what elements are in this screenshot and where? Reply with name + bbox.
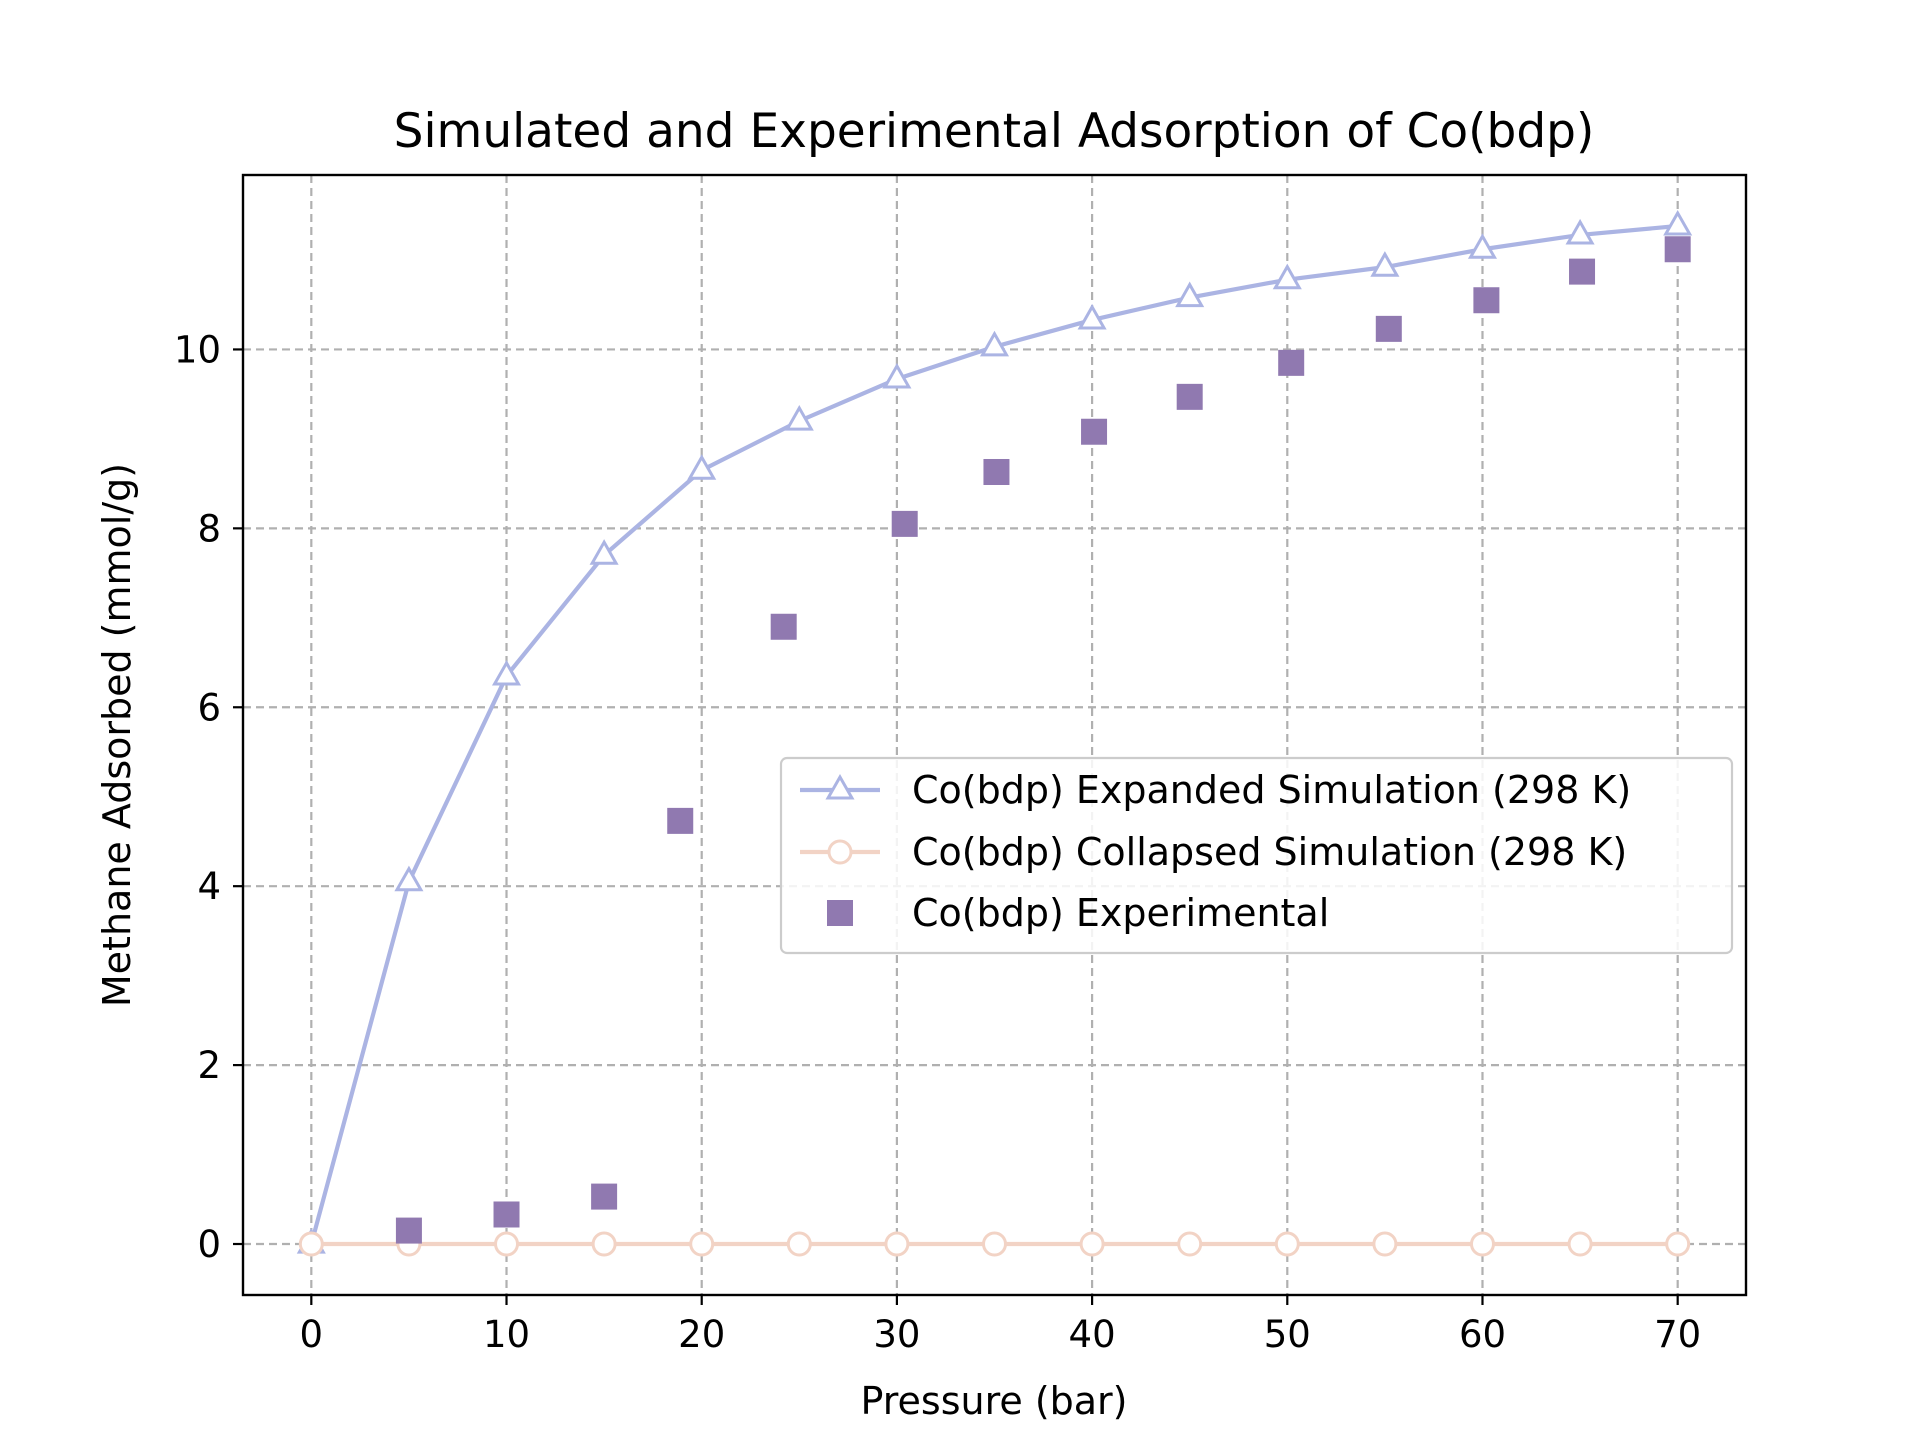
y-tick-label: 8 xyxy=(197,507,221,550)
x-tick-label: 10 xyxy=(483,1313,530,1356)
data-point-expanded xyxy=(394,865,424,892)
x-tick-label: 70 xyxy=(1654,1313,1701,1356)
data-point-expanded xyxy=(1370,251,1400,277)
y-axis-label: Methane Adsorbed (mmol/g) xyxy=(95,463,139,1007)
x-tick-label: 30 xyxy=(873,1313,920,1356)
chart-title: Simulated and Experimental Adsorption of… xyxy=(394,104,1595,159)
data-point-experimental xyxy=(983,458,1010,485)
data-point-collapsed xyxy=(591,1231,617,1257)
legend-marker-experimental xyxy=(827,900,853,926)
data-point-expanded xyxy=(1663,209,1693,236)
data-point-collapsed xyxy=(1274,1231,1300,1257)
data-point-expanded xyxy=(1175,281,1205,308)
series-collapsed xyxy=(298,1231,1691,1257)
data-point-experimental xyxy=(667,807,694,834)
axis-ticks: 0 10 20 30 40 50 60 70 0 2 4 6 8 10 xyxy=(174,328,1701,1356)
legend-label-experimental: Co(bdp) Experimental xyxy=(912,891,1329,935)
data-point-expanded xyxy=(589,539,619,565)
data-point-collapsed xyxy=(494,1231,520,1257)
data-point-expanded xyxy=(1467,233,1498,259)
legend-entry-expanded: Co(bdp) Expanded Simulation (298 K) xyxy=(800,768,1631,812)
data-point-expanded xyxy=(1272,263,1302,290)
x-tick-label: 60 xyxy=(1459,1313,1506,1356)
legend-box xyxy=(779,756,1734,955)
data-point-expanded xyxy=(1565,218,1595,245)
data-point-collapsed xyxy=(786,1231,812,1257)
data-point-collapsed xyxy=(1372,1231,1398,1257)
y-tick-label: 4 xyxy=(197,865,221,908)
data-point-collapsed xyxy=(1177,1231,1203,1257)
y-tick-label: 2 xyxy=(197,1044,221,1087)
data-point-experimental xyxy=(770,613,797,640)
legend: Co(bdp) Expanded Simulation (298 K) Co(bd… xyxy=(779,756,1734,955)
data-point-experimental xyxy=(1375,315,1402,342)
data-point-experimental xyxy=(1569,258,1596,285)
data-point-collapsed xyxy=(1469,1231,1495,1257)
data-point-experimental xyxy=(1081,418,1108,445)
legend-label-collapsed: Co(bdp) Collapsed Simulation (298 K) xyxy=(912,830,1627,874)
data-point-experimental xyxy=(1278,349,1305,376)
x-axis-label: Pressure (bar) xyxy=(860,1379,1127,1423)
legend-entry-collapsed: Co(bdp) Collapsed Simulation (298 K) xyxy=(800,830,1627,874)
y-tick-label: 10 xyxy=(174,328,221,371)
data-point-collapsed xyxy=(884,1231,910,1257)
data-point-expanded xyxy=(784,404,814,431)
data-point-expanded xyxy=(1077,303,1107,330)
data-point-expanded xyxy=(979,330,1010,357)
data-point-collapsed xyxy=(1079,1231,1105,1257)
data-point-collapsed xyxy=(298,1231,324,1257)
legend-marker-expanded xyxy=(825,773,855,800)
x-tick-label: 0 xyxy=(300,1313,324,1356)
data-point-collapsed xyxy=(1567,1231,1593,1257)
plot-area xyxy=(296,209,1693,1257)
data-point-collapsed xyxy=(982,1231,1007,1257)
data-point-experimental xyxy=(395,1217,422,1244)
data-point-experimental xyxy=(1664,236,1691,263)
legend-entry-experimental: Co(bdp) Experimental xyxy=(827,891,1329,935)
data-point-expanded xyxy=(882,362,912,389)
data-point-experimental xyxy=(493,1201,520,1228)
x-tick-label: 50 xyxy=(1264,1313,1311,1356)
data-point-experimental xyxy=(891,510,918,537)
legend-marker-collapsed xyxy=(827,839,853,865)
data-point-experimental xyxy=(1473,287,1500,314)
series-experimental xyxy=(395,236,1691,1244)
legend-label-expanded: Co(bdp) Expanded Simulation (298 K) xyxy=(912,768,1631,812)
data-point-experimental xyxy=(591,1183,618,1210)
data-point-collapsed xyxy=(689,1231,715,1257)
axes-frame xyxy=(241,173,1748,1297)
x-tick-label: 40 xyxy=(1069,1313,1116,1356)
y-tick-label: 6 xyxy=(197,686,221,729)
data-point-expanded xyxy=(687,454,717,480)
data-point-experimental xyxy=(1176,383,1203,410)
data-point-expanded xyxy=(491,659,522,686)
data-point-collapsed xyxy=(1665,1231,1691,1257)
x-tick-label: 20 xyxy=(678,1313,725,1356)
y-tick-label: 0 xyxy=(197,1223,221,1266)
